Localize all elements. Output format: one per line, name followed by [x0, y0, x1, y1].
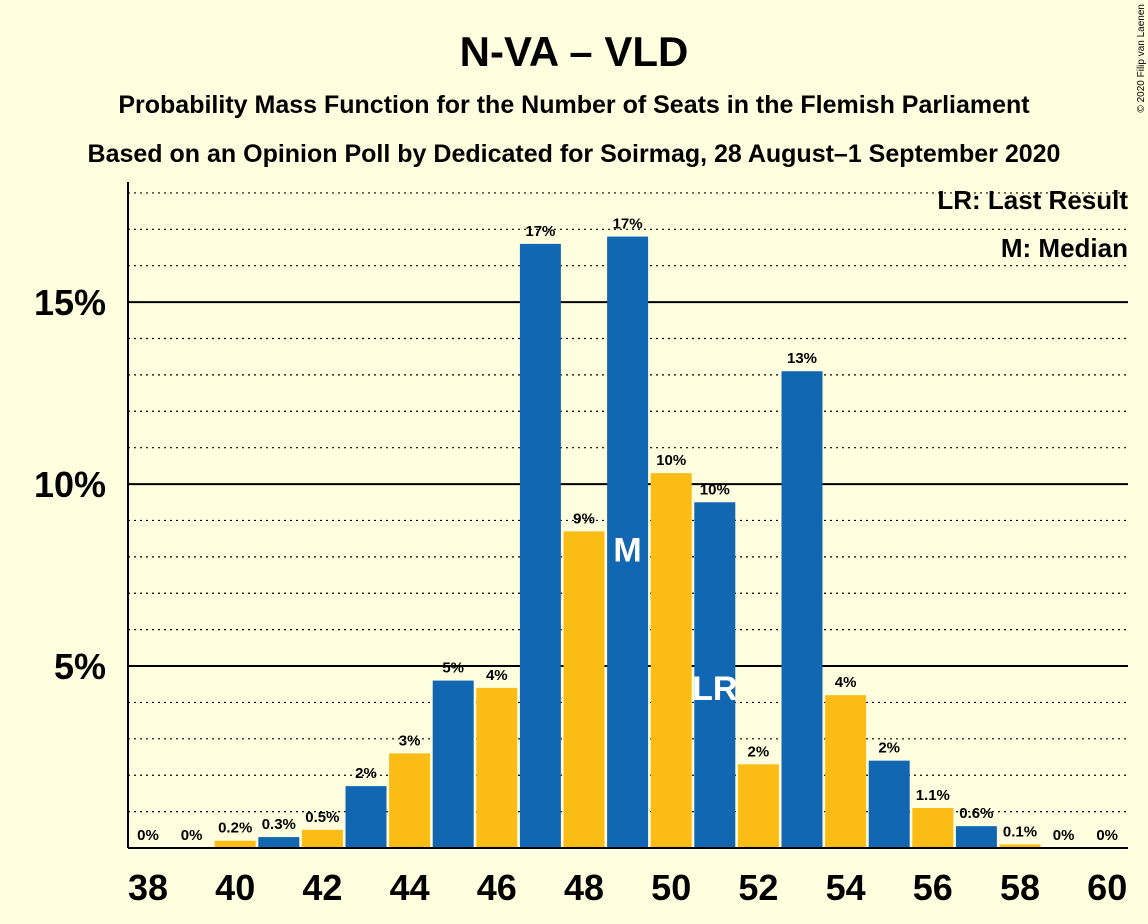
x-tick-label: 60: [1087, 867, 1127, 908]
bar-value-label: 10%: [656, 452, 686, 469]
x-tick-label: 42: [302, 867, 342, 908]
bar-value-label: 2%: [878, 740, 900, 757]
bar-value-label: 10%: [700, 481, 730, 498]
chart-subtitle-1: Probability Mass Function for the Number…: [118, 91, 1030, 119]
x-tick-label: 38: [128, 867, 168, 908]
x-tick-label: 48: [564, 867, 604, 908]
bar-value-label: 0%: [137, 827, 159, 844]
bar-46: [476, 687, 518, 848]
bar-value-label: 17%: [613, 216, 643, 233]
bar-54: [825, 695, 867, 848]
bar-48: [563, 531, 605, 848]
x-tick-label: 54: [826, 867, 866, 908]
copyright-note: © 2020 Filip van Laenen: [1136, 4, 1147, 113]
y-tick-label: 10%: [34, 464, 106, 505]
y-axis-ticks: 5% 10% 15%: [34, 282, 106, 687]
bar-value-label: 0.3%: [262, 816, 296, 833]
x-tick-label: 58: [1000, 867, 1040, 908]
bar-40: [214, 840, 256, 848]
bar-series: [214, 236, 1041, 849]
bar-47: [519, 243, 561, 849]
bar-value-label: 0.5%: [305, 809, 339, 826]
median-marker: M: [613, 532, 641, 570]
bar-value-label: 13%: [787, 350, 817, 367]
bar-55: [868, 760, 910, 848]
legend-median: M: Median: [1001, 233, 1128, 263]
y-tick-label: 5%: [54, 646, 106, 687]
bar-markers: M LR: [613, 532, 737, 708]
x-tick-label: 50: [651, 867, 691, 908]
bar-value-label: 0%: [1096, 827, 1118, 844]
bar-53: [781, 371, 823, 848]
bar-value-label: 5%: [442, 660, 464, 677]
bar-50: [650, 473, 692, 848]
bar-value-label: 0%: [181, 827, 203, 844]
bar-value-label: 0%: [1053, 827, 1075, 844]
bar-value-label: 3%: [399, 732, 421, 749]
bar-42: [301, 829, 343, 848]
x-tick-label: 56: [913, 867, 953, 908]
bar-value-label: 2%: [355, 765, 377, 782]
bar-value-label: 17%: [525, 223, 555, 240]
last-result-marker: LR: [692, 670, 737, 708]
bar-value-label: 4%: [835, 674, 857, 691]
bar-value-label: 4%: [486, 667, 508, 684]
x-tick-label: 46: [477, 867, 517, 908]
bar-58: [999, 844, 1041, 848]
bar-44: [389, 753, 431, 848]
legend-last-result: LR: Last Result: [937, 185, 1128, 215]
bar-41: [258, 837, 300, 848]
bar-value-label: 2%: [748, 743, 770, 760]
bar-value-label: 0.1%: [1003, 823, 1037, 840]
bar-52: [737, 764, 779, 848]
x-tick-label: 44: [390, 867, 430, 908]
bar-value-label: 1.1%: [916, 787, 950, 804]
bar-56: [912, 807, 954, 848]
bar-43: [345, 786, 387, 848]
chart-subtitle-2: Based on an Opinion Poll by Dedicated fo…: [88, 140, 1061, 168]
bar-value-label: 0.2%: [218, 820, 252, 837]
bar-value-label: 0.6%: [959, 805, 993, 822]
bar-51: [694, 502, 736, 848]
data-labels: 0% 0% 0.2% 0.3% 0.5% 2% 3% 5% 4% 17% 9% 17% 10% 10% 2%…: [137, 216, 1118, 844]
bar-49: [607, 236, 649, 849]
x-tick-label: 40: [215, 867, 255, 908]
bar-value-label: 9%: [573, 510, 595, 527]
y-tick-label: 15%: [34, 282, 106, 323]
bar-57: [955, 826, 997, 848]
chart-title: N-VA – VLD: [460, 28, 689, 75]
bar-45: [432, 680, 474, 848]
x-tick-label: 52: [738, 867, 778, 908]
x-axis-ticks: 38 40 42 44 46 48 50 52 54 56 58 60: [128, 867, 1127, 908]
